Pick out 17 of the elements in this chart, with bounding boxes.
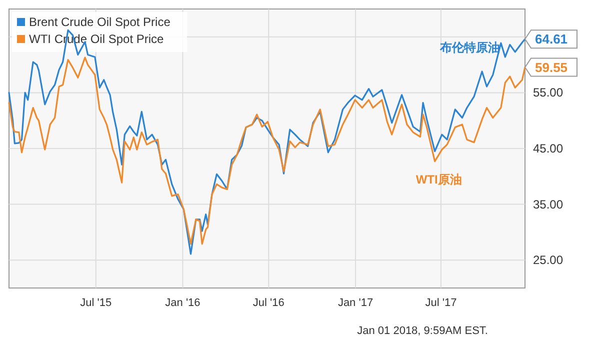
x-tick-label: Jul '17 bbox=[425, 297, 457, 309]
annotation: 59.55 bbox=[535, 60, 568, 75]
y-tick-label: 35.00 bbox=[533, 197, 564, 212]
x-tick-label: Jan '17 bbox=[338, 297, 374, 309]
x-tick-label: Jan '16 bbox=[165, 297, 200, 309]
text: Jan 01 2018, 9:59AM EST. bbox=[357, 325, 488, 337]
y-tick-label: 45.00 bbox=[533, 142, 564, 156]
annotation: 布伦特原油 bbox=[439, 40, 500, 54]
y-tick-label: 25.00 bbox=[533, 253, 564, 268]
x-tick-label: Jul '16 bbox=[252, 297, 284, 309]
line-series bbox=[8, 29, 526, 255]
line-series bbox=[8, 56, 526, 245]
annotation: WTI原油 bbox=[416, 172, 462, 186]
y-tick-label: 55.00 bbox=[533, 86, 564, 100]
annotation: 64.61 bbox=[535, 32, 568, 47]
legend-label: Brent Crude Oil Spot Price bbox=[29, 15, 171, 29]
x-tick-label: Jul '15 bbox=[80, 297, 112, 309]
